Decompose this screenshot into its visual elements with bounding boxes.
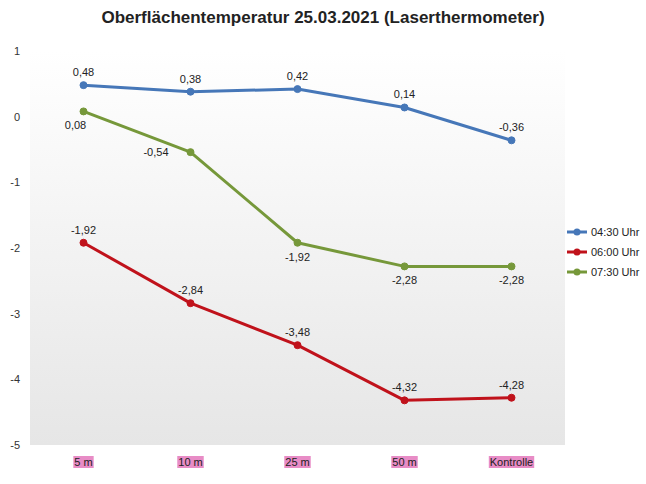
legend-marker <box>574 269 581 276</box>
x-tick-label: 5 m <box>74 456 92 468</box>
data-labels: 0,48 0,38 0,42 0,14 -0,36 -1,92 -2,84 -3,48 -4,3… <box>65 66 524 393</box>
data-label: -4,32 <box>392 381 417 393</box>
y-tick-label: -3 <box>10 308 20 320</box>
y-tick-label: -4 <box>10 373 20 385</box>
point <box>80 108 87 115</box>
legend: 04:30 Uhr 06:00 Uhr 07:30 Uhr <box>567 226 640 278</box>
data-label: -0,54 <box>143 146 168 158</box>
x-tick-label: 10 m <box>178 456 202 468</box>
point <box>401 397 408 404</box>
data-label: 0,42 <box>287 70 308 82</box>
legend-label: 07:30 Uhr <box>591 266 640 278</box>
legend-marker <box>574 229 581 236</box>
data-label: -4,28 <box>499 379 524 391</box>
x-tick: 10 m <box>177 456 203 468</box>
x-tick-label: 50 m <box>392 456 416 468</box>
point <box>401 104 408 111</box>
x-tick: 5 m <box>73 456 93 468</box>
x-tick: 25 m <box>284 456 310 468</box>
point <box>508 394 515 401</box>
point <box>401 263 408 270</box>
point <box>294 239 301 246</box>
point <box>80 82 87 89</box>
tick-mark <box>26 182 30 183</box>
tick-mark <box>26 379 30 380</box>
plot-area <box>80 82 515 404</box>
plot-background <box>30 51 565 445</box>
data-label: -2,84 <box>178 284 203 296</box>
series-line <box>84 111 512 266</box>
tick-mark <box>26 248 30 249</box>
y-tick-label: 0 <box>14 111 20 123</box>
tick-mark <box>26 51 30 52</box>
x-label-highlight <box>284 456 310 468</box>
data-label: 0,48 <box>73 66 94 78</box>
data-label: -2,28 <box>392 274 417 286</box>
x-label-highlight <box>391 456 417 468</box>
legend-marker <box>574 249 581 256</box>
data-label: -1,92 <box>285 251 310 263</box>
y-tick-label: -5 <box>10 439 20 451</box>
x-tick-label: Kontrolle <box>490 456 533 468</box>
data-label: -0,36 <box>499 121 524 133</box>
title: Oberflächentemperatur 25.03.2021 (Lasert… <box>101 8 544 27</box>
point <box>294 342 301 349</box>
data-label: -2,28 <box>499 274 524 286</box>
point <box>187 149 194 156</box>
y-tick-label: -2 <box>10 242 20 254</box>
point <box>508 263 515 270</box>
point <box>80 239 87 246</box>
tick-mark <box>26 116 30 117</box>
point <box>187 300 194 307</box>
legend-label: 06:00 Uhr <box>591 246 640 258</box>
data-label: 0,08 <box>65 119 86 131</box>
point <box>187 88 194 95</box>
data-label: -1,92 <box>71 224 96 236</box>
x-tick: Kontrolle <box>489 456 534 468</box>
data-label: -3,48 <box>285 326 310 338</box>
x-tick-label: 25 m <box>285 456 309 468</box>
x-label-highlight <box>489 456 534 468</box>
data-label: 0,14 <box>394 88 415 100</box>
tick-mark <box>26 313 30 314</box>
x-tick: 50 m <box>391 456 417 468</box>
series-line <box>84 85 512 140</box>
x-label-highlight <box>73 456 93 468</box>
point <box>294 86 301 93</box>
y-tick-label: 1 <box>14 45 20 57</box>
legend-label: 04:30 Uhr <box>591 226 640 238</box>
y-tick-label: -1 <box>10 176 20 188</box>
tick-mark <box>26 445 30 446</box>
x-label-highlight <box>177 456 203 468</box>
data-label: 0,38 <box>180 73 201 85</box>
point <box>508 137 515 144</box>
